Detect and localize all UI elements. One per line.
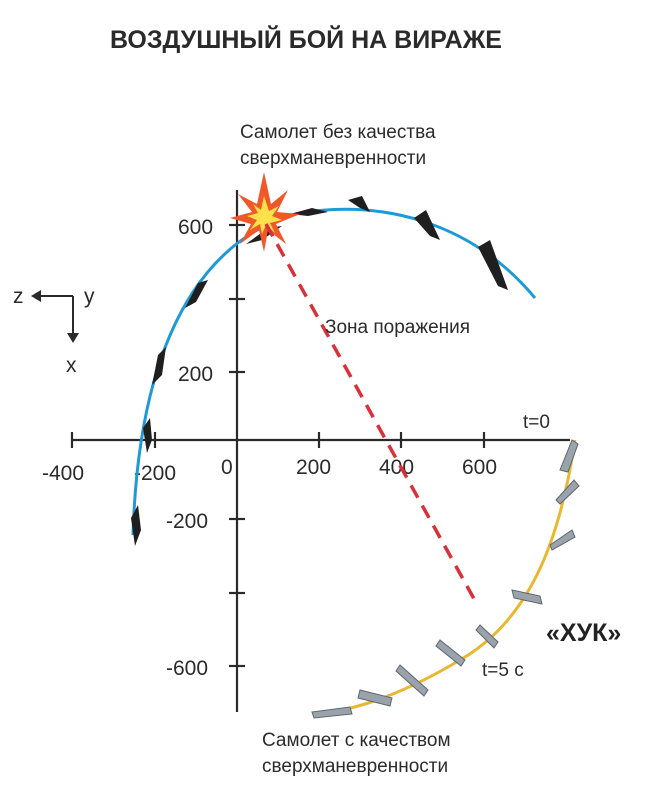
kill-zone-line [264, 223, 480, 607]
orientation-indicator: z y x [13, 285, 95, 377]
label-supermaneuver-2: сверхманевренности [262, 756, 448, 777]
supermaneuverable-plane-icon [475, 624, 499, 649]
arrow-left-icon [31, 290, 41, 302]
fighter-jet-icon [348, 196, 370, 212]
fighter-jet-icon [152, 347, 166, 385]
explosion-icon [230, 172, 300, 252]
su-plane-silhouettes [311, 439, 580, 719]
supermaneuverable-plane-icon [511, 589, 543, 605]
kill-zone-label: Зона поражения [325, 317, 470, 338]
axis-y-label: y [84, 285, 95, 308]
fighter-jet-icon [478, 240, 508, 290]
fighter-jet-icon [143, 418, 152, 453]
v-tick-label: 600 [178, 216, 213, 239]
h-tick-label: 400 [379, 456, 414, 479]
label-hook: «ХУК» [546, 619, 621, 647]
supermaneuverable-plane-icon [311, 706, 353, 719]
supermaneuverable-plane-icon [395, 664, 429, 697]
label-supermaneuver-1: Самолет с качеством [262, 730, 451, 751]
h-tick-label: 600 [462, 456, 497, 479]
fighter-jet-icon [131, 505, 141, 546]
supermaneuverable-plane-icon [549, 529, 576, 551]
axis-z-label: z [13, 285, 24, 308]
coordinate-axes [70, 190, 570, 712]
h-tick-label: 0 [221, 456, 233, 479]
label-no-supermaneuver-2: сверхманевренности [240, 148, 426, 169]
v-tick-label: -600 [166, 657, 208, 680]
h-tick-label: -400 [42, 462, 84, 485]
label-t5: t=5 с [482, 660, 524, 681]
axis-x-label: x [66, 354, 77, 377]
diagram-title: ВОЗДУШНЫЙ БОЙ НА ВИРАЖЕ [110, 24, 502, 54]
fighter-jet-icon [414, 210, 440, 240]
supermaneuverable-plane-icon [559, 439, 579, 473]
v-tick-label: 200 [178, 363, 213, 386]
trajectory-supermaneuver [319, 439, 577, 715]
supermaneuverable-plane-icon [435, 639, 466, 667]
fighter-silhouettes [131, 196, 508, 546]
label-t0: t=0 [523, 412, 550, 433]
arrow-down-icon [67, 333, 79, 343]
h-tick-label: -200 [134, 462, 176, 485]
label-no-supermaneuver-1: Самолет без качества [240, 122, 436, 143]
v-tick-label: -200 [166, 510, 208, 533]
supermaneuverable-plane-icon [555, 479, 580, 505]
h-tick-label: 200 [296, 456, 331, 479]
supermaneuverable-plane-icon [357, 689, 393, 707]
fighter-jet-icon [185, 280, 208, 308]
